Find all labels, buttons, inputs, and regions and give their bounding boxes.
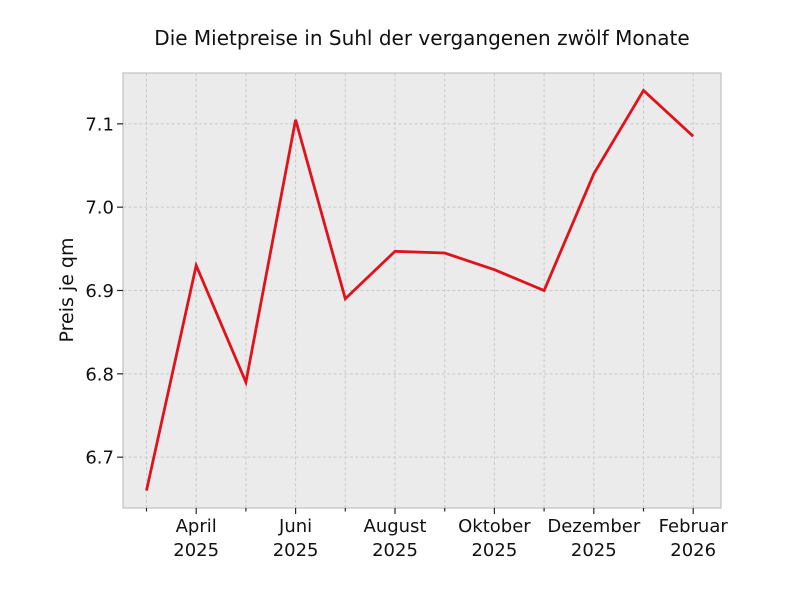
y-tick-label: 6.8 bbox=[85, 364, 114, 385]
y-tick-label: 6.7 bbox=[85, 448, 114, 469]
y-tick-label: 7.1 bbox=[85, 114, 114, 135]
x-tick-label-year: 2025 bbox=[173, 540, 219, 561]
chart-title: Die Mietpreise in Suhl der vergangenen z… bbox=[154, 26, 690, 50]
x-tick-label-month: Oktober bbox=[458, 516, 531, 537]
x-tick-label-year: 2025 bbox=[571, 540, 617, 561]
x-tick-label-year: 2025 bbox=[273, 540, 319, 561]
y-tick-label: 7.0 bbox=[85, 198, 114, 219]
price-line-series bbox=[145, 88, 695, 491]
y-axis-label: Preis je qm bbox=[56, 237, 78, 343]
x-tick-label-month: August bbox=[364, 516, 427, 537]
x-tick-label-month: Juni bbox=[278, 516, 312, 537]
y-tick-label: 6.9 bbox=[85, 281, 114, 302]
x-tick-label-year: 2025 bbox=[372, 540, 418, 561]
x-tick-label-year: 2025 bbox=[471, 540, 517, 561]
x-tick-label-month: April bbox=[176, 516, 217, 537]
x-tick-label-month: Dezember bbox=[547, 516, 640, 537]
x-tick-label-year: 2026 bbox=[670, 540, 716, 561]
x-tick-label-month: Februar bbox=[659, 516, 729, 537]
